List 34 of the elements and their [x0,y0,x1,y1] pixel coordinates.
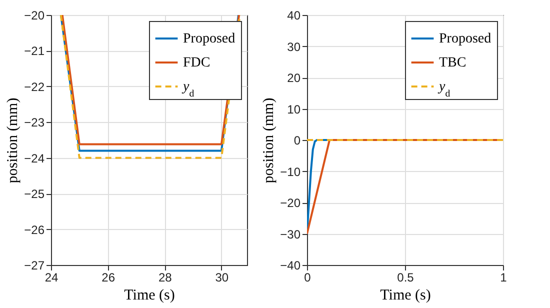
y-tick-label: −30 [280,227,301,242]
x-tick-label: 30 [215,270,229,284]
y-tick-label: 40 [287,8,301,22]
y-tick-label: 10 [287,102,301,116]
x-axis-title: Time (s) [124,288,175,304]
legend-label: Proposed [439,32,492,46]
y-tick-label: 0 [294,134,301,148]
y-tick-label: −22 [24,80,45,94]
y-axis-title: position (mm) [261,98,278,184]
y-tick-label: −10 [280,164,301,179]
x-tick-label: 26 [102,270,116,284]
y-tick-label: 20 [287,71,301,85]
y-tick-label: 30 [287,40,301,54]
legend-label: FDC [183,56,210,70]
x-tick-label: 28 [158,270,172,284]
y-tick-label: −27 [24,258,45,272]
x-tick-label: 24 [44,270,58,284]
y-tick-label: −21 [24,44,45,58]
legend-label: y$_{d}$ [437,80,450,99]
x-tick-label: 1 [500,270,508,284]
y-tick-label: −25 [24,187,45,202]
legend-label: TBC [439,56,466,70]
y-tick-label: −26 [24,222,45,237]
legend-label: y$_{d}$ [181,80,194,99]
x-tick-label: 0.5 [397,270,414,284]
y-tick-label: −40 [280,258,301,272]
legend-label: Proposed [183,32,236,46]
y-tick-label: −20 [280,196,301,210]
y-tick-label: −24 [24,151,45,166]
y-tick-label: −23 [24,116,45,130]
y-tick-label: −20 [24,8,45,22]
y-axis-title: position (mm) [5,98,22,184]
x-axis-title: Time (s) [380,288,431,304]
x-tick-label: 0 [304,270,312,284]
